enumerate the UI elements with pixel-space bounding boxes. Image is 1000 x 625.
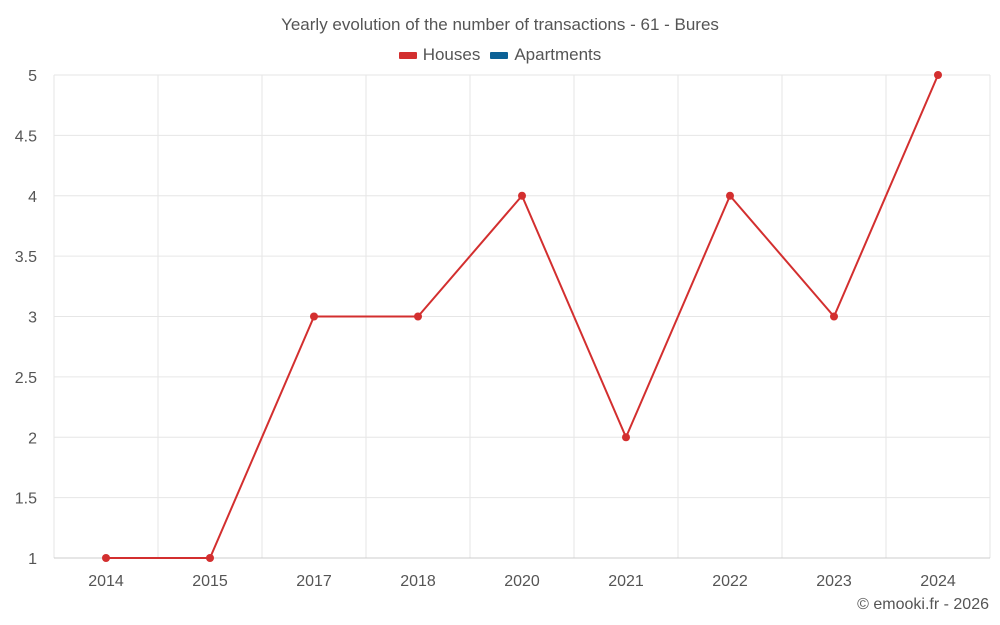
data-point-houses[interactable] — [934, 71, 942, 79]
credit-text: © emooki.fr - 2026 — [857, 596, 989, 613]
y-tick-label: 2 — [28, 430, 37, 447]
x-tick-label: 2021 — [608, 573, 644, 590]
data-point-houses[interactable] — [310, 312, 318, 321]
y-tick-label: 4 — [28, 189, 37, 206]
y-tick-label: 3.5 — [15, 249, 37, 266]
x-tick-label: 2020 — [504, 573, 540, 590]
x-tick-label: 2015 — [192, 573, 228, 590]
y-tick-label: 4.5 — [15, 128, 37, 145]
y-tick-label: 3 — [28, 310, 37, 327]
x-tick-label: 2022 — [712, 573, 748, 590]
data-point-houses[interactable] — [518, 191, 526, 200]
legend-label-apartments: Apartments — [514, 45, 602, 64]
legend-item-apartments[interactable]: Apartments — [490, 45, 601, 65]
x-tick-label: 2017 — [296, 573, 332, 590]
series-layer — [102, 71, 942, 562]
legend-swatch-apartments — [490, 51, 509, 59]
legend-item-houses[interactable]: Houses — [398, 45, 481, 65]
data-point-houses[interactable] — [102, 554, 110, 562]
x-axis: 2014 2015 2017 2018 2020 2021 2022 2023 2024 — [54, 557, 990, 590]
y-tick-label: 1.5 — [15, 491, 37, 508]
data-point-houses[interactable] — [830, 312, 838, 321]
y-tick-label: 2.5 — [15, 370, 37, 387]
data-point-houses[interactable] — [726, 191, 734, 200]
x-tick-label: 2023 — [816, 573, 852, 590]
legend: Houses Apartments — [0, 45, 1000, 65]
data-point-houses[interactable] — [622, 433, 630, 442]
x-tick-label: 2024 — [920, 573, 956, 590]
legend-label-houses: Houses — [422, 45, 481, 64]
data-point-houses[interactable] — [414, 312, 422, 321]
data-point-houses[interactable] — [206, 554, 214, 562]
x-tick-label: 2018 — [400, 573, 436, 590]
y-axis: 1 1.5 2 2.5 3 3.5 4 4.5 5 — [15, 68, 37, 568]
y-tick-label: 1 — [28, 551, 37, 568]
chart-title: Yearly evolution of the number of transa… — [281, 15, 719, 34]
y-tick-label: 5 — [28, 68, 37, 85]
x-tick-label: 2014 — [88, 573, 124, 590]
grid-lines — [53, 74, 991, 559]
legend-swatch-houses — [398, 51, 417, 59]
